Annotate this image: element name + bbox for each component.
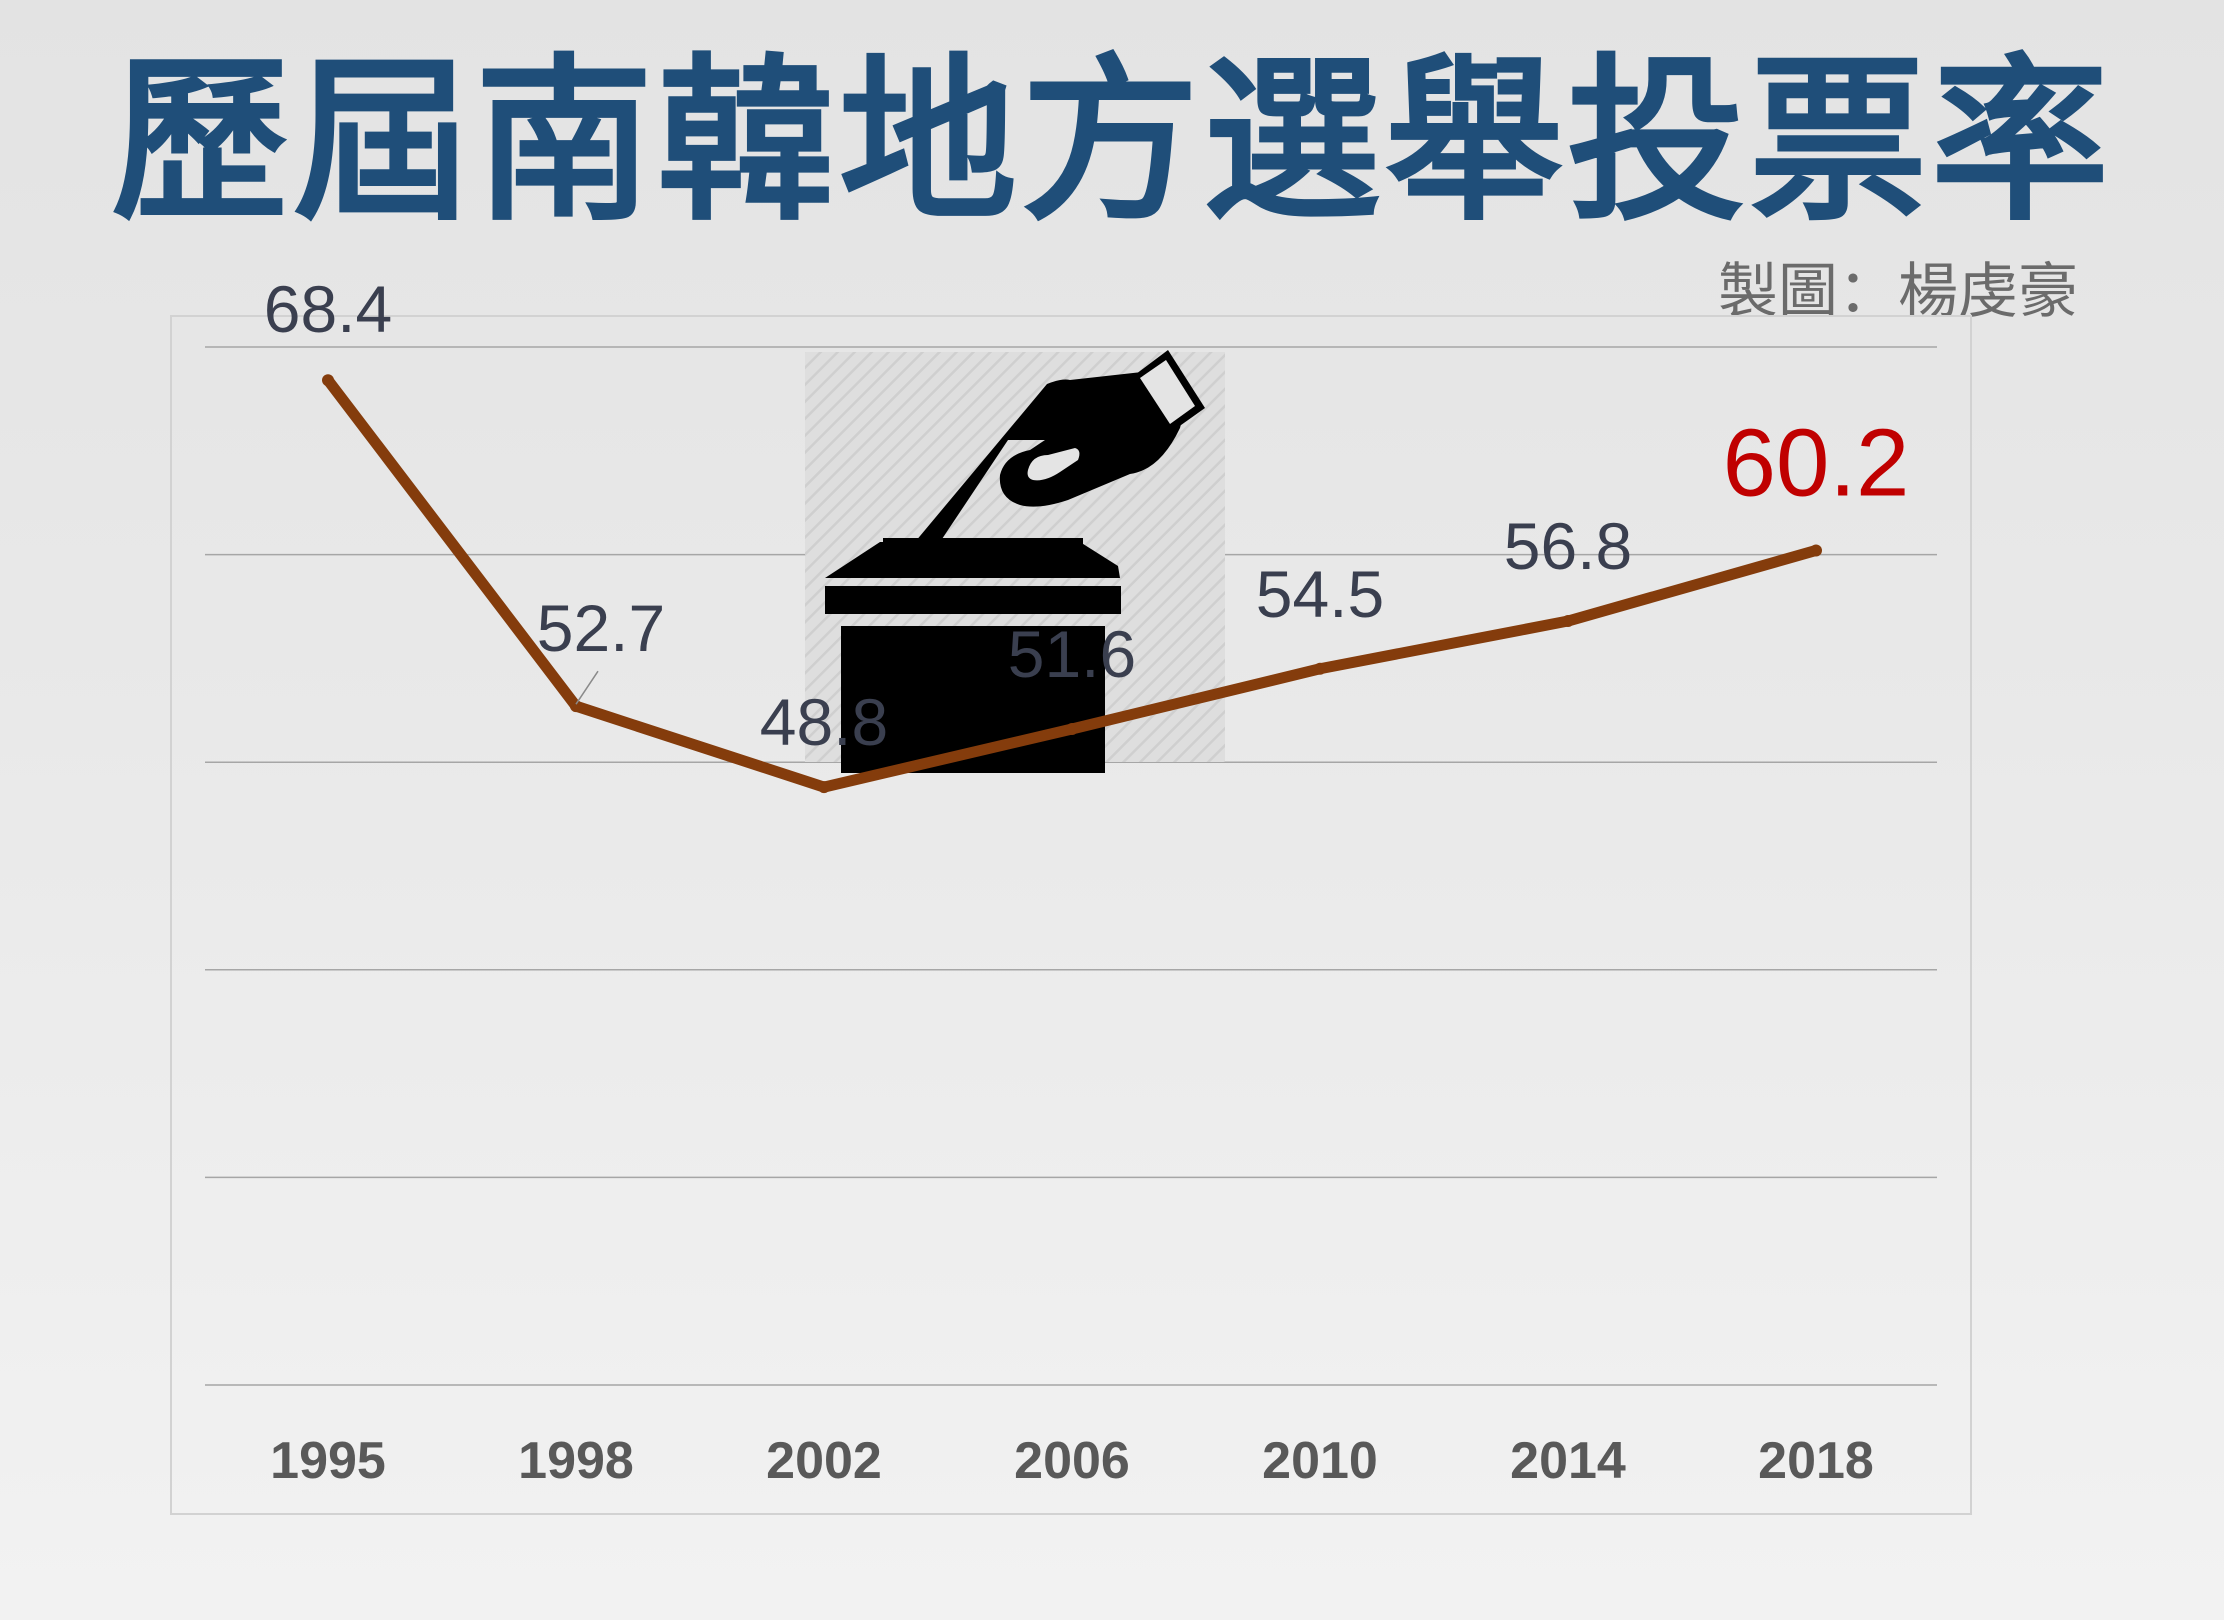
data-label: 56.8: [1504, 509, 1632, 583]
data-label: 54.5: [1256, 557, 1384, 631]
x-tick-label: 2010: [1262, 1432, 1378, 1490]
x-tick-label: 2018: [1758, 1432, 1874, 1490]
data-point: [570, 700, 582, 712]
x-tick-label: 1995: [270, 1432, 386, 1490]
data-point: [1810, 544, 1822, 556]
data-label: 60.2: [1723, 409, 1910, 516]
data-label: 68.4: [264, 272, 392, 346]
data-point: [1066, 723, 1078, 735]
data-point: [322, 374, 334, 386]
data-point: [1314, 663, 1326, 675]
data-point: [1562, 615, 1574, 627]
x-tick-label: 2006: [1014, 1432, 1130, 1490]
x-tick-label: 2002: [766, 1432, 882, 1490]
data-label: 48.8: [760, 685, 888, 759]
x-tick-label: 2014: [1510, 1432, 1626, 1490]
x-tick-label: 1998: [518, 1432, 634, 1490]
data-point: [818, 781, 830, 793]
label-leader-line: [576, 671, 598, 704]
x-axis-labels: 1995 1998 2002 2006 2010 2014 2018: [270, 1432, 1874, 1490]
data-label: 52.7: [537, 591, 665, 665]
data-label: 51.6: [1008, 617, 1136, 691]
